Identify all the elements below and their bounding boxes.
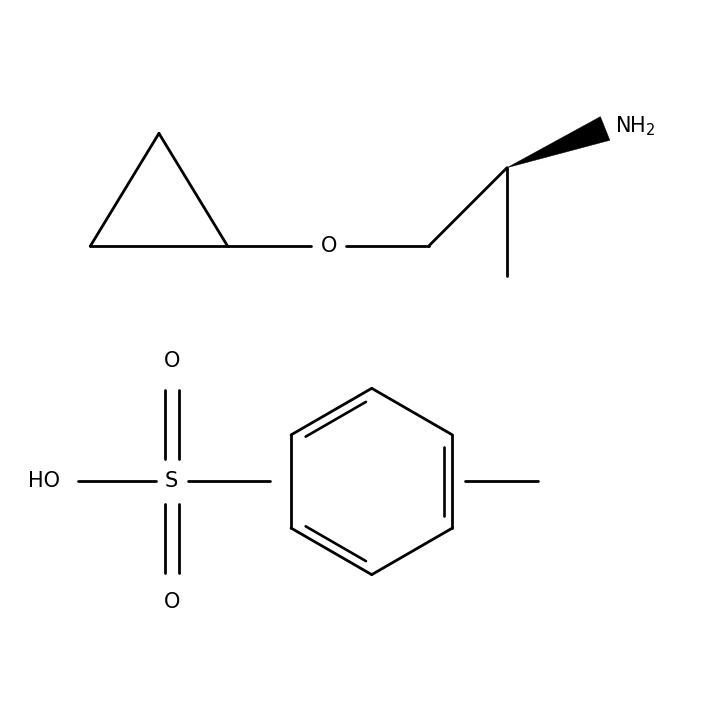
Text: HO: HO <box>28 472 60 491</box>
Text: O: O <box>320 236 337 256</box>
Text: O: O <box>163 593 180 612</box>
Text: NH$_2$: NH$_2$ <box>615 115 655 138</box>
Text: O: O <box>163 350 180 371</box>
Text: S: S <box>165 472 179 491</box>
Polygon shape <box>507 117 610 168</box>
